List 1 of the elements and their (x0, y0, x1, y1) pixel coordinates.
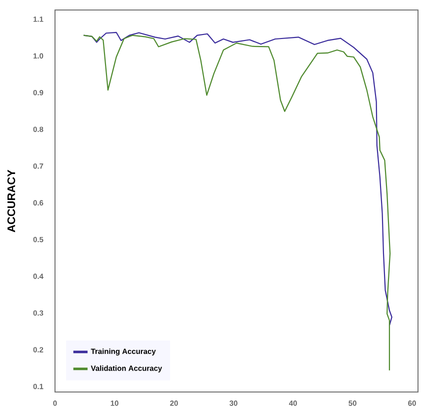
y-axis-title: ACCURACY (7, 170, 16, 232)
